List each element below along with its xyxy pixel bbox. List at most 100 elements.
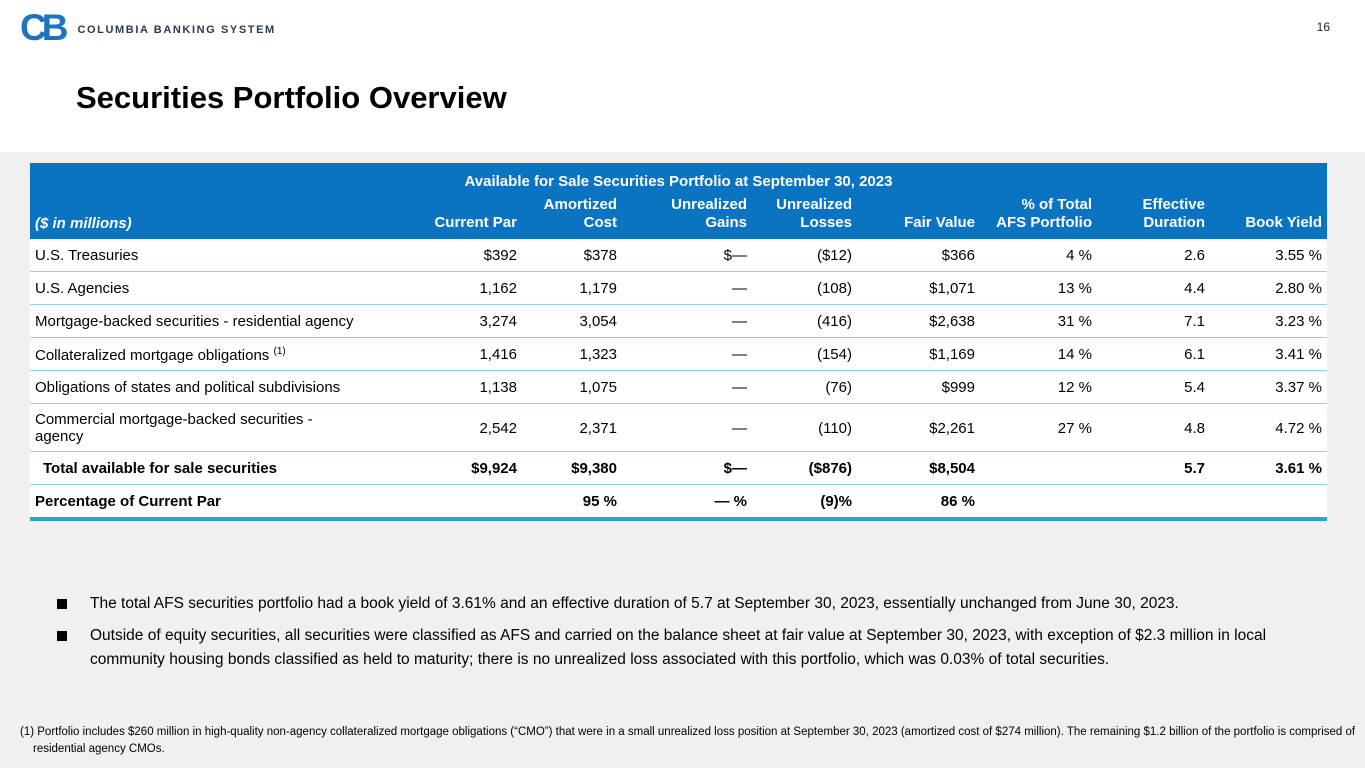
value-cell: $2,261 xyxy=(857,403,980,452)
value-cell: 1,138 xyxy=(370,370,522,404)
value-cell: $999 xyxy=(857,370,980,404)
value-cell: 3.41 % xyxy=(1210,337,1327,371)
table-row: Mortgage-backed securities - residential… xyxy=(30,304,1327,338)
value-cell xyxy=(980,451,1097,485)
value-cell: 31 % xyxy=(980,304,1097,338)
value-cell: (76) xyxy=(752,370,857,404)
bullet-item: Outside of equity securities, all securi… xyxy=(57,624,1309,672)
value-cell: ($876) xyxy=(752,451,857,485)
value-cell: 1,179 xyxy=(522,271,622,305)
value-cell: (110) xyxy=(752,403,857,452)
cb-logo-icon: CB xyxy=(20,7,69,48)
value-cell: 3,054 xyxy=(522,304,622,338)
bullet-square-icon xyxy=(57,599,67,609)
value-cell: 4.72 % xyxy=(1210,403,1327,452)
value-cell: — xyxy=(622,403,752,452)
value-cell: 2.6 xyxy=(1097,239,1210,272)
bullet-text: Outside of equity securities, all securi… xyxy=(90,627,1267,669)
value-cell: $378 xyxy=(522,239,622,272)
row-label: Total available for sale securities xyxy=(30,451,370,485)
bullet-list: The total AFS securities portfolio had a… xyxy=(57,592,1309,680)
value-cell: $2,638 xyxy=(857,304,980,338)
row-label-text: Collateralized mortgage obligations xyxy=(35,346,270,364)
row-label: U.S. Agencies xyxy=(30,271,370,305)
value-cell: 95 % xyxy=(522,484,622,521)
value-cell: 5.4 xyxy=(1097,370,1210,404)
table-row: Percentage of Current Par 95 % — % (9)% 86 % xyxy=(30,484,1327,521)
value-cell: 27 % xyxy=(980,403,1097,452)
value-cell: ($12) xyxy=(752,239,857,272)
table-row: U.S. Agencies 1,162 1,179— (108) $1,071 13 % 4… xyxy=(30,271,1327,305)
row-label-text: Mortgage-backed securities - residential… xyxy=(35,313,354,330)
value-cell: 14 % xyxy=(980,337,1097,371)
table-row: Obligations of states and political subd… xyxy=(30,370,1327,404)
row-label: Commercial mortgage-backed securities - … xyxy=(30,403,370,452)
table-caption-row: Available for Sale Securities Portfolio … xyxy=(30,163,1327,194)
table-row: Collateralized mortgage obligations (1) 1… xyxy=(30,337,1327,371)
slide-page-number: 16 xyxy=(1316,20,1330,34)
column-header: % of Total AFS Portfolio xyxy=(980,194,1097,239)
value-cell: $1,169 xyxy=(857,337,980,371)
bullet-text: The total AFS securities portfolio had a… xyxy=(90,595,1179,612)
column-header: Book Yield xyxy=(1210,194,1327,239)
slide-title: Securities Portfolio Overview xyxy=(76,80,507,115)
row-label: U.S. Treasuries xyxy=(30,239,370,272)
value-cell: $366 xyxy=(857,239,980,272)
value-cell: 1,416 xyxy=(370,337,522,371)
value-cell: — xyxy=(622,304,752,338)
value-cell: 1,162 xyxy=(370,271,522,305)
row-label: Mortgage-backed securities - residential… xyxy=(30,304,370,338)
value-cell xyxy=(980,484,1097,521)
value-cell: (108) xyxy=(752,271,857,305)
row-label-text: Total available for sale securities xyxy=(43,460,277,477)
value-cell: 6.1 xyxy=(1097,337,1210,371)
value-cell: — xyxy=(622,271,752,305)
value-cell: 2,542 xyxy=(370,403,522,452)
value-cell: 4 % xyxy=(980,239,1097,272)
value-cell: 13 % xyxy=(980,271,1097,305)
value-cell: $— xyxy=(622,239,752,272)
row-label: Percentage of Current Par xyxy=(30,484,370,521)
value-cell: 1,075 xyxy=(522,370,622,404)
value-cell: $9,380 xyxy=(522,451,622,485)
value-cell: (154) xyxy=(752,337,857,371)
value-cell: $— xyxy=(622,451,752,485)
table-caption: Available for Sale Securities Portfolio … xyxy=(30,163,1327,194)
table-row: Total available for sale securities $9,92… xyxy=(30,451,1327,485)
row-label: Collateralized mortgage obligations (1) xyxy=(30,337,370,371)
value-cell: — xyxy=(622,370,752,404)
value-cell: 4.8 xyxy=(1097,403,1210,452)
row-label: Obligations of states and political subd… xyxy=(30,370,370,404)
value-cell: $1,071 xyxy=(857,271,980,305)
row-label-text: U.S. Treasuries xyxy=(35,247,139,264)
column-header: Current Par xyxy=(370,194,522,239)
company-wordmark: COLUMBIA BANKING SYSTEM xyxy=(77,24,276,36)
afs-securities-table: Available for Sale Securities Portfolio … xyxy=(30,163,1327,521)
value-cell xyxy=(1097,484,1210,521)
row-label-text: Commercial mortgage-backed securities - … xyxy=(35,411,313,445)
value-cell xyxy=(370,484,522,521)
footnote: (1) Portfolio includes $260 million in h… xyxy=(20,726,1356,755)
value-cell: 3.61 % xyxy=(1210,451,1327,485)
value-cell: 1,323 xyxy=(522,337,622,371)
table-column-header-row: ($ in millions) Current Par Amortized Cos… xyxy=(30,194,1327,239)
value-cell: 3,274 xyxy=(370,304,522,338)
bullet-item: The total AFS securities portfolio had a… xyxy=(57,592,1309,616)
table-row: Commercial mortgage-backed securities - … xyxy=(30,403,1327,452)
value-cell: — % xyxy=(622,484,752,521)
company-logo: CB COLUMBIA BANKING SYSTEM xyxy=(20,8,276,48)
value-cell: 2.80 % xyxy=(1210,271,1327,305)
value-cell: 12 % xyxy=(980,370,1097,404)
value-cell: 7.1 xyxy=(1097,304,1210,338)
value-cell: (9)% xyxy=(752,484,857,521)
value-cell: 4.4 xyxy=(1097,271,1210,305)
table-header: Available for Sale Securities Portfolio … xyxy=(30,163,1327,239)
value-cell: 3.37 % xyxy=(1210,370,1327,404)
value-cell: $8,504 xyxy=(857,451,980,485)
value-cell: 3.23 % xyxy=(1210,304,1327,338)
table-row: U.S. Treasuries $392 $378 $— ($12) $366 4 % 2.6… xyxy=(30,239,1327,272)
value-cell: 3.55 % xyxy=(1210,239,1327,272)
units-note: ($ in millions) xyxy=(30,194,370,239)
column-header: Amortized Cost xyxy=(522,194,622,239)
